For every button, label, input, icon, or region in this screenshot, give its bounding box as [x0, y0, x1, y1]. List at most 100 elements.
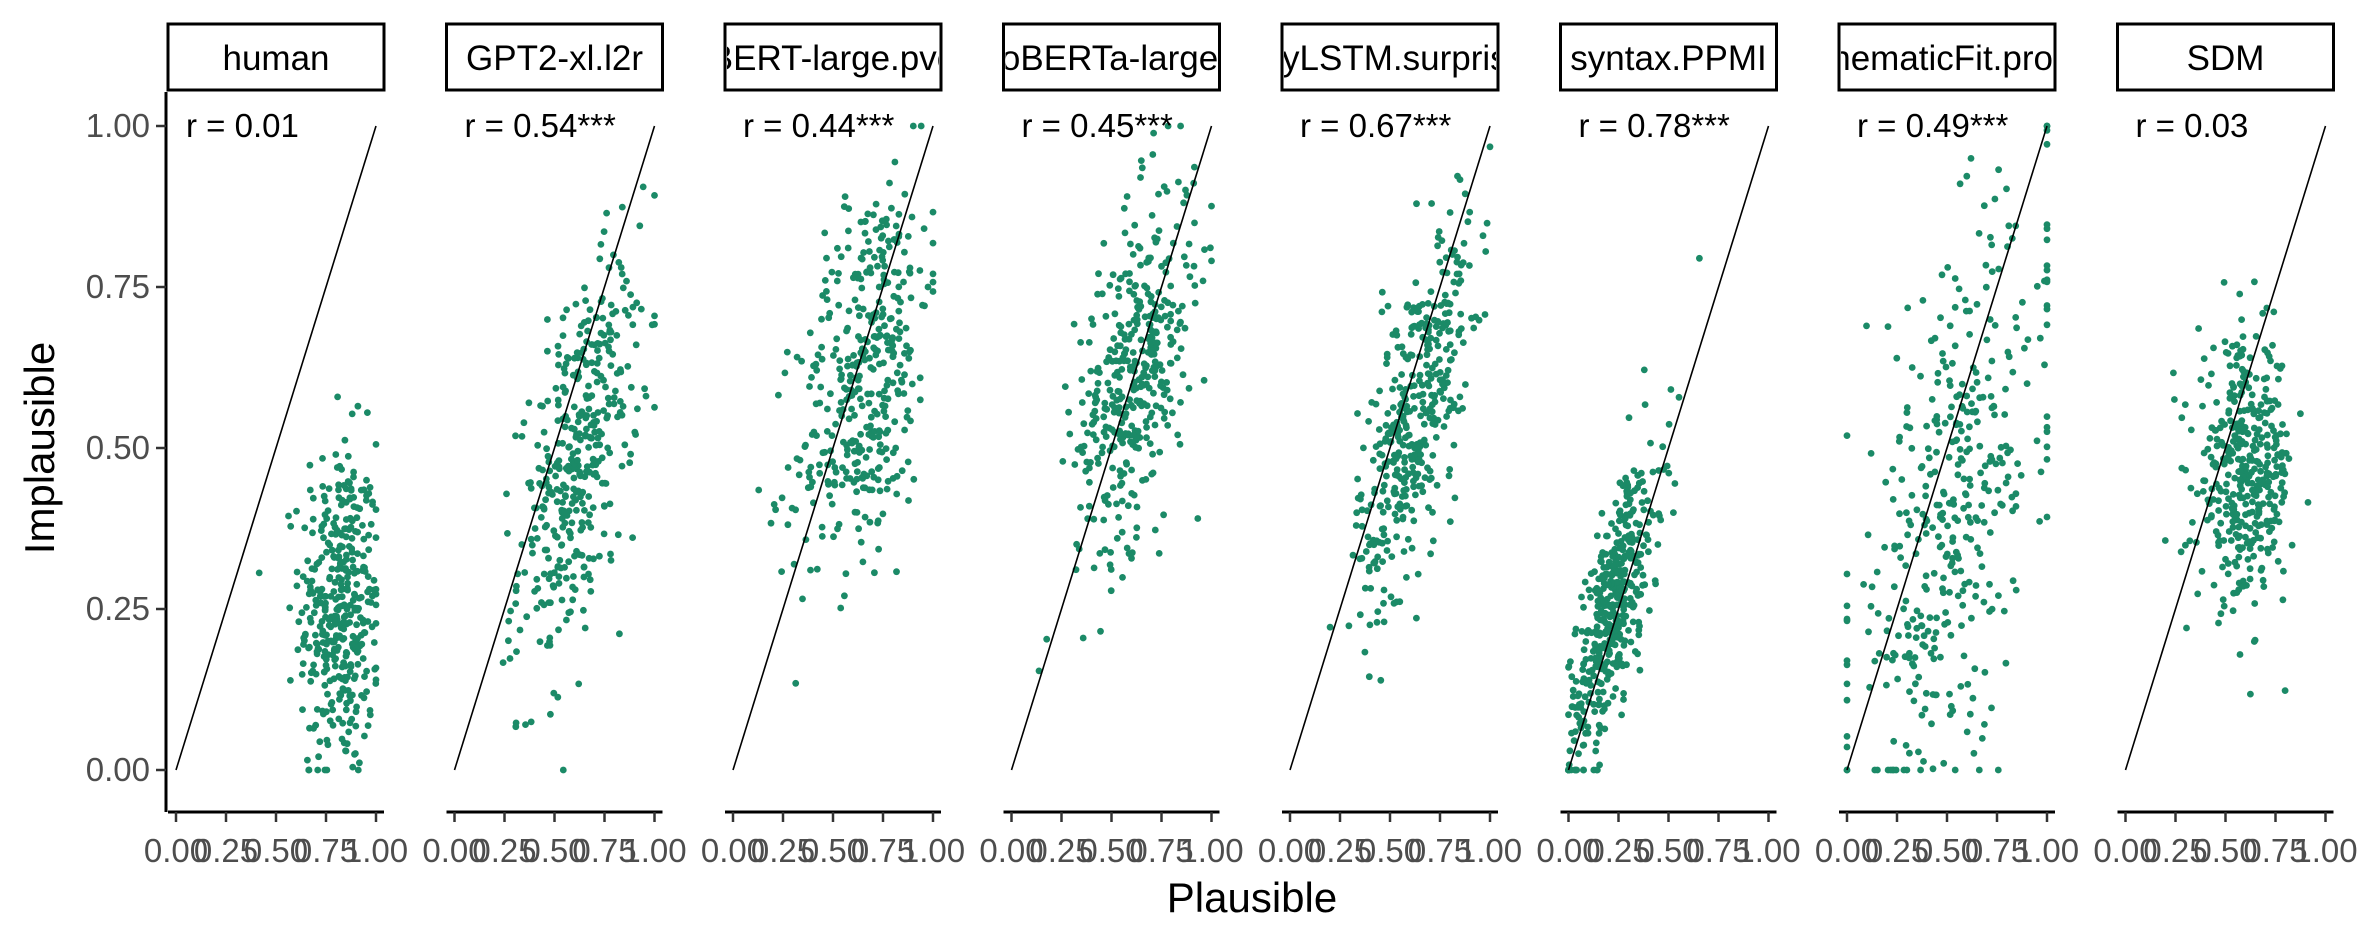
- data-point: [1605, 558, 1613, 566]
- data-point: [1590, 672, 1598, 680]
- data-point: [1974, 517, 1981, 524]
- data-point: [1902, 597, 1910, 605]
- data-point: [1935, 533, 1942, 540]
- data-point: [905, 354, 913, 362]
- data-point: [1375, 538, 1383, 546]
- data-point: [547, 488, 555, 496]
- data-point: [512, 587, 520, 595]
- data-point: [555, 465, 563, 473]
- data-point: [310, 661, 317, 669]
- identity-line: [2124, 125, 2327, 771]
- data-point: [2220, 460, 2228, 468]
- data-point: [1991, 195, 1999, 203]
- data-point: [1843, 661, 1851, 669]
- data-point: [544, 397, 552, 405]
- data-point: [1951, 568, 1959, 576]
- data-point: [793, 353, 801, 361]
- data-point: [337, 586, 345, 594]
- data-point: [2193, 490, 2201, 498]
- data-point: [600, 530, 608, 538]
- data-point: [343, 605, 351, 613]
- data-point: [2236, 290, 2244, 298]
- data-point: [818, 315, 825, 323]
- data-point: [1380, 531, 1388, 539]
- data-point: [1161, 297, 1168, 304]
- data-point: [879, 305, 887, 313]
- data-point: [507, 607, 514, 615]
- data-point: [1904, 531, 1911, 539]
- data-point: [826, 492, 833, 500]
- data-point: [307, 677, 315, 685]
- data-point: [1383, 360, 1390, 367]
- data-point: [563, 306, 570, 314]
- data-point: [1980, 598, 1988, 606]
- data-point: [2205, 382, 2212, 389]
- data-point: [1991, 509, 1998, 517]
- data-point: [1388, 553, 1396, 560]
- data-point: [2228, 380, 2236, 387]
- data-point: [894, 269, 902, 277]
- data-point: [316, 738, 324, 746]
- data-point: [558, 596, 566, 604]
- data-point: [1113, 500, 1120, 508]
- data-point: [1431, 421, 1439, 428]
- data-point: [1413, 614, 1420, 622]
- data-point: [1936, 543, 1944, 551]
- data-point: [552, 532, 559, 540]
- data-point: [1918, 622, 1925, 629]
- data-point: [2264, 444, 2272, 451]
- data-point: [1191, 282, 1199, 289]
- data-point: [1130, 316, 1138, 324]
- data-point: [900, 278, 907, 286]
- data-point: [1941, 419, 1949, 427]
- data-point: [541, 546, 549, 554]
- data-point: [313, 706, 321, 713]
- data-point: [829, 458, 836, 465]
- data-point: [2208, 370, 2215, 378]
- data-point: [610, 394, 618, 401]
- data-point: [1409, 323, 1417, 330]
- data-point: [1655, 510, 1663, 517]
- data-point: [1105, 354, 1113, 361]
- data-point: [1385, 503, 1392, 511]
- data-point: [579, 524, 586, 531]
- data-point: [584, 327, 591, 335]
- data-point: [1966, 475, 1973, 483]
- data-point: [1414, 470, 1422, 478]
- data-point: [1954, 461, 1962, 468]
- data-point: [1843, 733, 1851, 740]
- data-point: [344, 586, 351, 594]
- data-point: [2219, 596, 2227, 603]
- data-point: [1140, 381, 1147, 389]
- data-point: [543, 445, 550, 453]
- data-point: [1997, 443, 2005, 451]
- data-point: [823, 254, 830, 262]
- data-point: [910, 475, 918, 483]
- data-point: [607, 550, 614, 558]
- x-tick-label: 0.50: [801, 832, 865, 869]
- data-point: [335, 555, 343, 562]
- data-point: [1640, 487, 1648, 495]
- data-point: [579, 488, 587, 496]
- data-point: [1155, 190, 1162, 198]
- data-point: [1902, 562, 1910, 569]
- x-tick-label: 0.25: [751, 832, 815, 869]
- data-point: [2238, 365, 2246, 373]
- data-point: [2234, 534, 2242, 542]
- data-point: [575, 680, 583, 688]
- data-point: [831, 464, 839, 471]
- data-point: [1947, 413, 1954, 421]
- facet-panel: RoBERTa-large.pr = 0.45***0.000.250.500.…: [979, 22, 1244, 869]
- data-point: [1408, 544, 1416, 552]
- data-point: [1379, 558, 1386, 565]
- data-point: [1377, 676, 1385, 684]
- facet-strip-box: [2116, 22, 2335, 92]
- data-point: [1883, 681, 1890, 689]
- data-point: [1667, 386, 1675, 393]
- data-point: [312, 601, 320, 609]
- data-point: [1597, 557, 1604, 565]
- data-point: [334, 606, 342, 614]
- data-point: [1428, 200, 1435, 207]
- data-point: [312, 596, 320, 604]
